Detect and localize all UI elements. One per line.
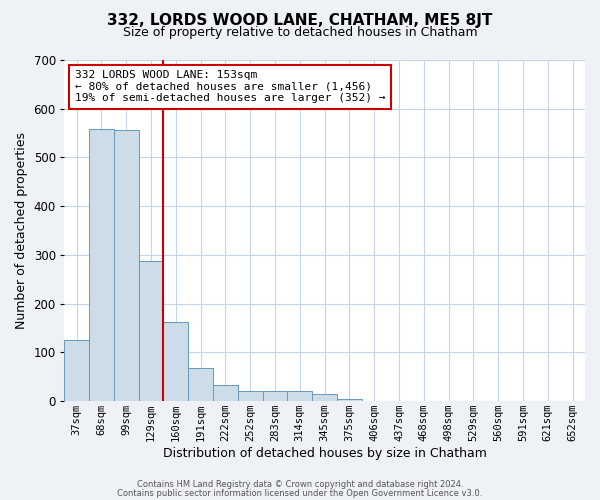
Bar bbox=[263, 392, 287, 401]
Text: Contains HM Land Registry data © Crown copyright and database right 2024.: Contains HM Land Registry data © Crown c… bbox=[137, 480, 463, 489]
Bar bbox=[114, 130, 139, 401]
Bar bbox=[64, 340, 89, 401]
Bar bbox=[238, 392, 263, 401]
Bar bbox=[188, 368, 213, 401]
Text: Size of property relative to detached houses in Chatham: Size of property relative to detached ho… bbox=[122, 26, 478, 39]
Y-axis label: Number of detached properties: Number of detached properties bbox=[15, 132, 28, 329]
Bar bbox=[163, 322, 188, 401]
Text: 332 LORDS WOOD LANE: 153sqm
← 80% of detached houses are smaller (1,456)
19% of : 332 LORDS WOOD LANE: 153sqm ← 80% of det… bbox=[74, 70, 385, 103]
Text: 332, LORDS WOOD LANE, CHATHAM, ME5 8JT: 332, LORDS WOOD LANE, CHATHAM, ME5 8JT bbox=[107, 12, 493, 28]
Bar bbox=[89, 129, 114, 401]
Text: Contains public sector information licensed under the Open Government Licence v3: Contains public sector information licen… bbox=[118, 488, 482, 498]
Bar bbox=[337, 398, 362, 401]
Bar bbox=[312, 394, 337, 401]
X-axis label: Distribution of detached houses by size in Chatham: Distribution of detached houses by size … bbox=[163, 447, 487, 460]
Bar bbox=[139, 261, 163, 401]
Bar bbox=[287, 392, 312, 401]
Bar bbox=[213, 385, 238, 401]
